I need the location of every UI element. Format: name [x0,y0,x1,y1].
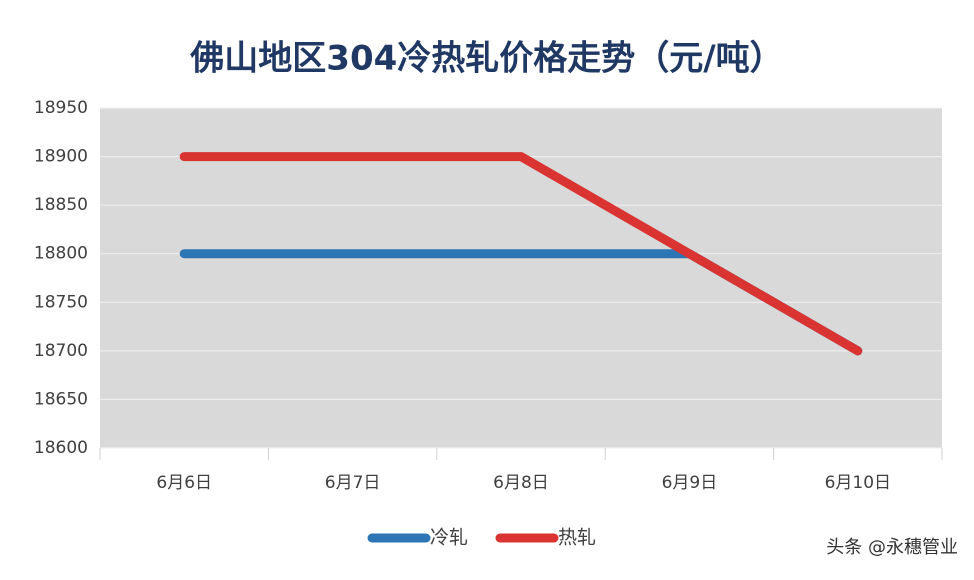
x-tick-label: 6月9日 [662,473,718,493]
plot-area [100,108,942,448]
x-tick-label: 6月6日 [156,473,212,493]
chart-title: 佛山地区304冷热轧价格走势（元/吨） [189,39,783,79]
x-tick-label: 6月10日 [825,473,891,493]
y-tick-label: 18850 [34,195,88,215]
y-tick-label: 18800 [34,244,88,264]
x-tick-label: 6月8日 [493,473,549,493]
watermark: 头条 @永穗管业 [826,537,958,558]
legend-label: 热轧 [558,527,596,549]
x-tick-label: 6月7日 [325,473,381,493]
y-tick-label: 18950 [34,98,88,118]
y-tick-label: 18650 [34,389,88,409]
y-tick-label: 18750 [34,292,88,312]
y-tick-label: 18900 [34,147,88,167]
legend-label: 冷轧 [430,527,468,549]
series-line [179,152,863,356]
y-tick-label: 18700 [34,341,88,361]
y-tick-label: 18600 [34,438,88,458]
